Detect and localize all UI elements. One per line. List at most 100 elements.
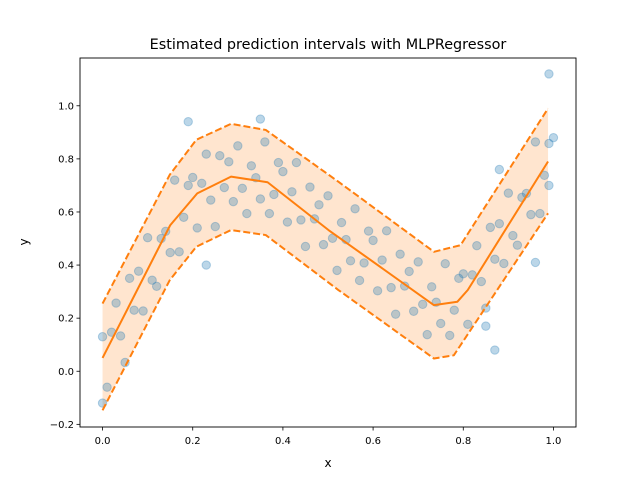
data-point [192, 223, 202, 233]
data-point [494, 164, 505, 175]
data-point [282, 217, 293, 227]
data-point [463, 319, 473, 329]
median-prediction-line [101, 161, 549, 359]
data-point [408, 306, 419, 316]
data-point [151, 281, 162, 292]
data-point [129, 305, 139, 315]
data-point [97, 332, 108, 342]
data-point [503, 188, 514, 198]
data-point [323, 191, 333, 201]
x-tick-label: 0.2 [185, 436, 201, 447]
data-point [318, 239, 329, 250]
data-point [490, 345, 500, 355]
y-axis-label: y [17, 238, 31, 245]
data-point [255, 194, 266, 204]
y-tick-label: 0.6 [58, 207, 74, 218]
data-point [201, 260, 211, 270]
data-point [278, 166, 288, 177]
data-point [183, 117, 193, 127]
upper-quantile-line [101, 107, 549, 305]
x-axis-label: x [324, 456, 331, 470]
data-point [476, 276, 487, 287]
data-point [219, 182, 229, 193]
data-point [300, 241, 311, 252]
lower-quantile-line [101, 212, 549, 411]
data-point [215, 150, 225, 161]
data-point [544, 69, 554, 79]
data-point [395, 249, 405, 259]
data-point [427, 282, 437, 292]
data-point [133, 266, 144, 276]
axes-frame [79, 57, 577, 428]
data-point [115, 331, 126, 341]
data-point [377, 255, 387, 265]
y-tick-label: 0.0 [58, 367, 74, 378]
data-point [291, 157, 302, 168]
data-point [124, 273, 135, 284]
x-tick-label: 0.8 [455, 436, 471, 447]
y-axis: −0.2 0.0 0.2 0.4 0.6 0.8 1.0 [50, 101, 80, 431]
data-point [381, 226, 392, 236]
x-tick-label: 0.0 [95, 436, 111, 447]
data-point [530, 257, 541, 268]
data-point [142, 233, 153, 243]
data-point [197, 178, 207, 189]
data-point [350, 204, 360, 214]
data-point [354, 275, 365, 286]
data-point [273, 157, 284, 168]
data-point [296, 215, 306, 225]
chart-title: Estimated prediction intervals with MLPR… [150, 37, 507, 53]
x-tick-label: 0.6 [365, 436, 381, 447]
data-point [372, 286, 383, 296]
x-tick-label: 1.0 [546, 436, 562, 447]
data-point [332, 265, 342, 276]
data-point [224, 157, 234, 167]
data-point [440, 259, 450, 269]
data-point [255, 114, 266, 124]
y-tick-label: 1.0 [58, 101, 74, 112]
data-point [242, 208, 252, 219]
data-point [174, 247, 184, 257]
data-point [264, 208, 275, 219]
data-point [436, 318, 446, 329]
data-point [201, 149, 211, 159]
prediction-interval-band [102, 108, 549, 411]
data-point [512, 240, 523, 250]
data-point [363, 226, 374, 236]
y-tick-label: −0.2 [50, 420, 74, 431]
data-point [494, 218, 505, 229]
data-point [345, 256, 356, 266]
data-point [169, 175, 180, 185]
data-point [314, 200, 324, 210]
data-point [499, 258, 509, 269]
data-point [413, 257, 423, 267]
data-point [548, 132, 559, 143]
y-tick-label: 0.2 [58, 314, 74, 325]
data-point [544, 180, 554, 191]
data-point [458, 269, 468, 279]
plot-area [97, 69, 559, 411]
data-point [138, 306, 148, 316]
data-point [210, 221, 220, 232]
x-axis: 0.0 0.2 0.4 0.6 0.8 1.0 [95, 427, 562, 447]
data-point [287, 187, 297, 197]
data-point [449, 305, 459, 315]
data-point [544, 138, 554, 149]
data-point [390, 309, 401, 319]
data-point [179, 212, 189, 222]
data-point [183, 180, 193, 191]
data-point [233, 141, 243, 151]
data-point [188, 172, 198, 183]
data-point [147, 275, 157, 285]
data-point [260, 137, 270, 147]
data-point [305, 182, 315, 192]
y-tick-label: 0.4 [58, 261, 74, 272]
plot-content [97, 69, 559, 411]
data-point [526, 209, 536, 220]
data-point [454, 273, 464, 284]
data-point [490, 254, 500, 264]
data-point [206, 195, 216, 205]
data-point [445, 330, 455, 341]
data-point [102, 382, 112, 392]
